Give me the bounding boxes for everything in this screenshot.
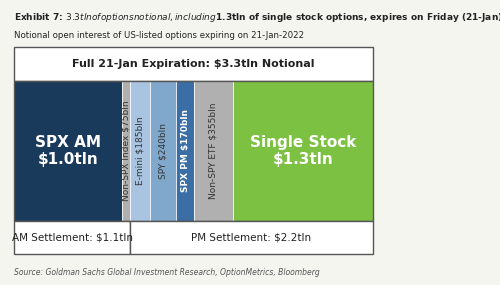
Text: Source: Goldman Sachs Global Investment Research, OptionMetrics, Bloomberg: Source: Goldman Sachs Global Investment … — [14, 268, 320, 277]
Text: Non-SPX Index $75bln: Non-SPX Index $75bln — [122, 101, 130, 201]
Bar — [232, 81, 373, 221]
Bar — [176, 81, 195, 221]
Text: SPX PM $170bln: SPX PM $170bln — [180, 109, 190, 192]
Text: Full 21-Jan Expiration: $3.3tln Notional: Full 21-Jan Expiration: $3.3tln Notional — [72, 59, 315, 69]
Text: SPX AM
$1.0tln: SPX AM $1.0tln — [35, 135, 101, 167]
Text: AM Settlement: $1.1tln: AM Settlement: $1.1tln — [12, 233, 132, 243]
Text: E-mini $185bln: E-mini $185bln — [136, 117, 144, 185]
Text: PM Settlement: $2.2tln: PM Settlement: $2.2tln — [192, 233, 312, 243]
FancyBboxPatch shape — [14, 221, 130, 254]
FancyBboxPatch shape — [130, 221, 373, 254]
Bar — [14, 81, 122, 221]
Text: SPY $240bln: SPY $240bln — [158, 123, 168, 179]
Bar — [194, 81, 232, 221]
Text: Exhibit 7: $3.3tln of options notional, including $1.3tln of single stock option: Exhibit 7: $3.3tln of options notional, … — [14, 11, 500, 24]
Bar — [150, 81, 176, 221]
FancyBboxPatch shape — [14, 48, 373, 81]
Bar — [122, 81, 130, 221]
Text: Non-SPY ETF $355bln: Non-SPY ETF $355bln — [209, 103, 218, 199]
Bar — [130, 81, 150, 221]
Text: Single Stock
$1.3tln: Single Stock $1.3tln — [250, 135, 356, 167]
Text: Notional open interest of US-listed options expiring on 21-Jan-2022: Notional open interest of US-listed opti… — [14, 31, 304, 40]
